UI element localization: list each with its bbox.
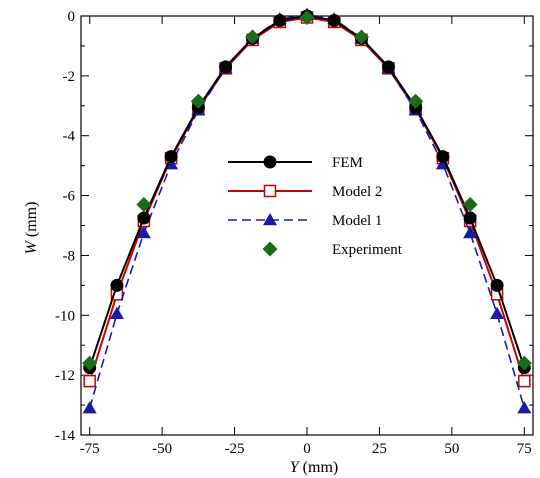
y-tick-label: -12 xyxy=(55,368,75,384)
data-point-fem xyxy=(490,278,504,292)
legend-label-model-2: Model 2 xyxy=(332,184,382,200)
legend: FEM Model 2 Model 1 Experiment xyxy=(228,155,403,258)
y-axis-symbol: W xyxy=(23,239,40,254)
x-tick-label: -25 xyxy=(225,441,245,457)
series-experiment xyxy=(82,9,532,371)
data-point-fem xyxy=(164,150,178,164)
data-point-model-1 xyxy=(109,306,124,320)
y-tick-label: -2 xyxy=(63,69,76,85)
data-point-model-2 xyxy=(83,374,96,388)
legend-marker-experiment xyxy=(262,241,278,257)
x-tick-label: -75 xyxy=(80,441,100,457)
data-point-model-1 xyxy=(136,225,151,239)
data-point-fem xyxy=(219,60,233,74)
data-point-experiment xyxy=(190,93,206,109)
legend-label-fem: FEM xyxy=(332,155,363,171)
data-point-experiment xyxy=(516,355,532,371)
data-point-fem xyxy=(463,211,477,225)
data-point-experiment xyxy=(299,9,315,25)
legend-item-model-1: Model 1 xyxy=(228,213,382,229)
x-axis-unit: (mm) xyxy=(299,459,339,476)
series-model-1 xyxy=(82,7,532,414)
legend-item-experiment: Experiment xyxy=(262,241,403,258)
data-point-experiment xyxy=(136,197,152,213)
data-point-fem xyxy=(381,60,395,74)
data-point-model-1 xyxy=(82,401,97,414)
series-layer xyxy=(82,7,532,414)
legend-label-model-1: Model 1 xyxy=(332,213,382,229)
y-tick-label: -10 xyxy=(55,308,75,324)
x-tick-label: 75 xyxy=(517,441,532,457)
data-point-fem xyxy=(436,150,450,164)
x-tick-label: -50 xyxy=(152,441,172,457)
y-tick-label: -14 xyxy=(55,428,75,444)
series-model-2 xyxy=(83,11,531,388)
data-point-experiment xyxy=(245,29,261,45)
data-point-fem xyxy=(327,13,341,27)
legend-marker-fem xyxy=(263,155,277,169)
data-point-model-1 xyxy=(517,401,532,414)
x-tick-label: 50 xyxy=(444,441,459,457)
legend-marker-model-2 xyxy=(263,184,277,198)
x-axis-title: Y (mm) xyxy=(290,459,338,476)
y-tick-label: -8 xyxy=(63,248,76,264)
x-tick-label: 25 xyxy=(372,441,387,457)
axis-ticks: -75 -50 -25 0 25 50 75 0 -2 -4 -6 -8 -10 -12 -14 xyxy=(55,9,533,457)
y-tick-label: 0 xyxy=(68,9,76,25)
data-point-model-1 xyxy=(490,306,505,320)
data-point-experiment xyxy=(408,93,424,109)
legend-label-experiment: Experiment xyxy=(332,242,403,258)
x-tick-label: 0 xyxy=(303,441,311,457)
x-axis-symbol: Y xyxy=(290,459,301,476)
data-point-experiment xyxy=(82,355,98,371)
legend-item-fem: FEM xyxy=(228,155,363,171)
series-line-model-2 xyxy=(88,16,526,382)
data-point-fem xyxy=(273,13,287,27)
y-tick-label: -6 xyxy=(63,189,76,205)
data-point-experiment xyxy=(462,197,478,213)
y-axis-unit: (mm) xyxy=(23,202,40,242)
data-point-fem xyxy=(137,211,151,225)
legend-marker-model-1 xyxy=(263,213,277,226)
data-point-experiment xyxy=(353,29,369,45)
data-point-model-1 xyxy=(463,225,478,239)
series-line-model-1 xyxy=(88,13,526,409)
legend-item-model-2: Model 2 xyxy=(228,184,382,200)
y-tick-label: -4 xyxy=(63,129,76,145)
data-point-fem xyxy=(110,278,124,292)
data-point-model-2 xyxy=(518,374,531,388)
y-axis-title: W (mm) xyxy=(23,202,40,255)
